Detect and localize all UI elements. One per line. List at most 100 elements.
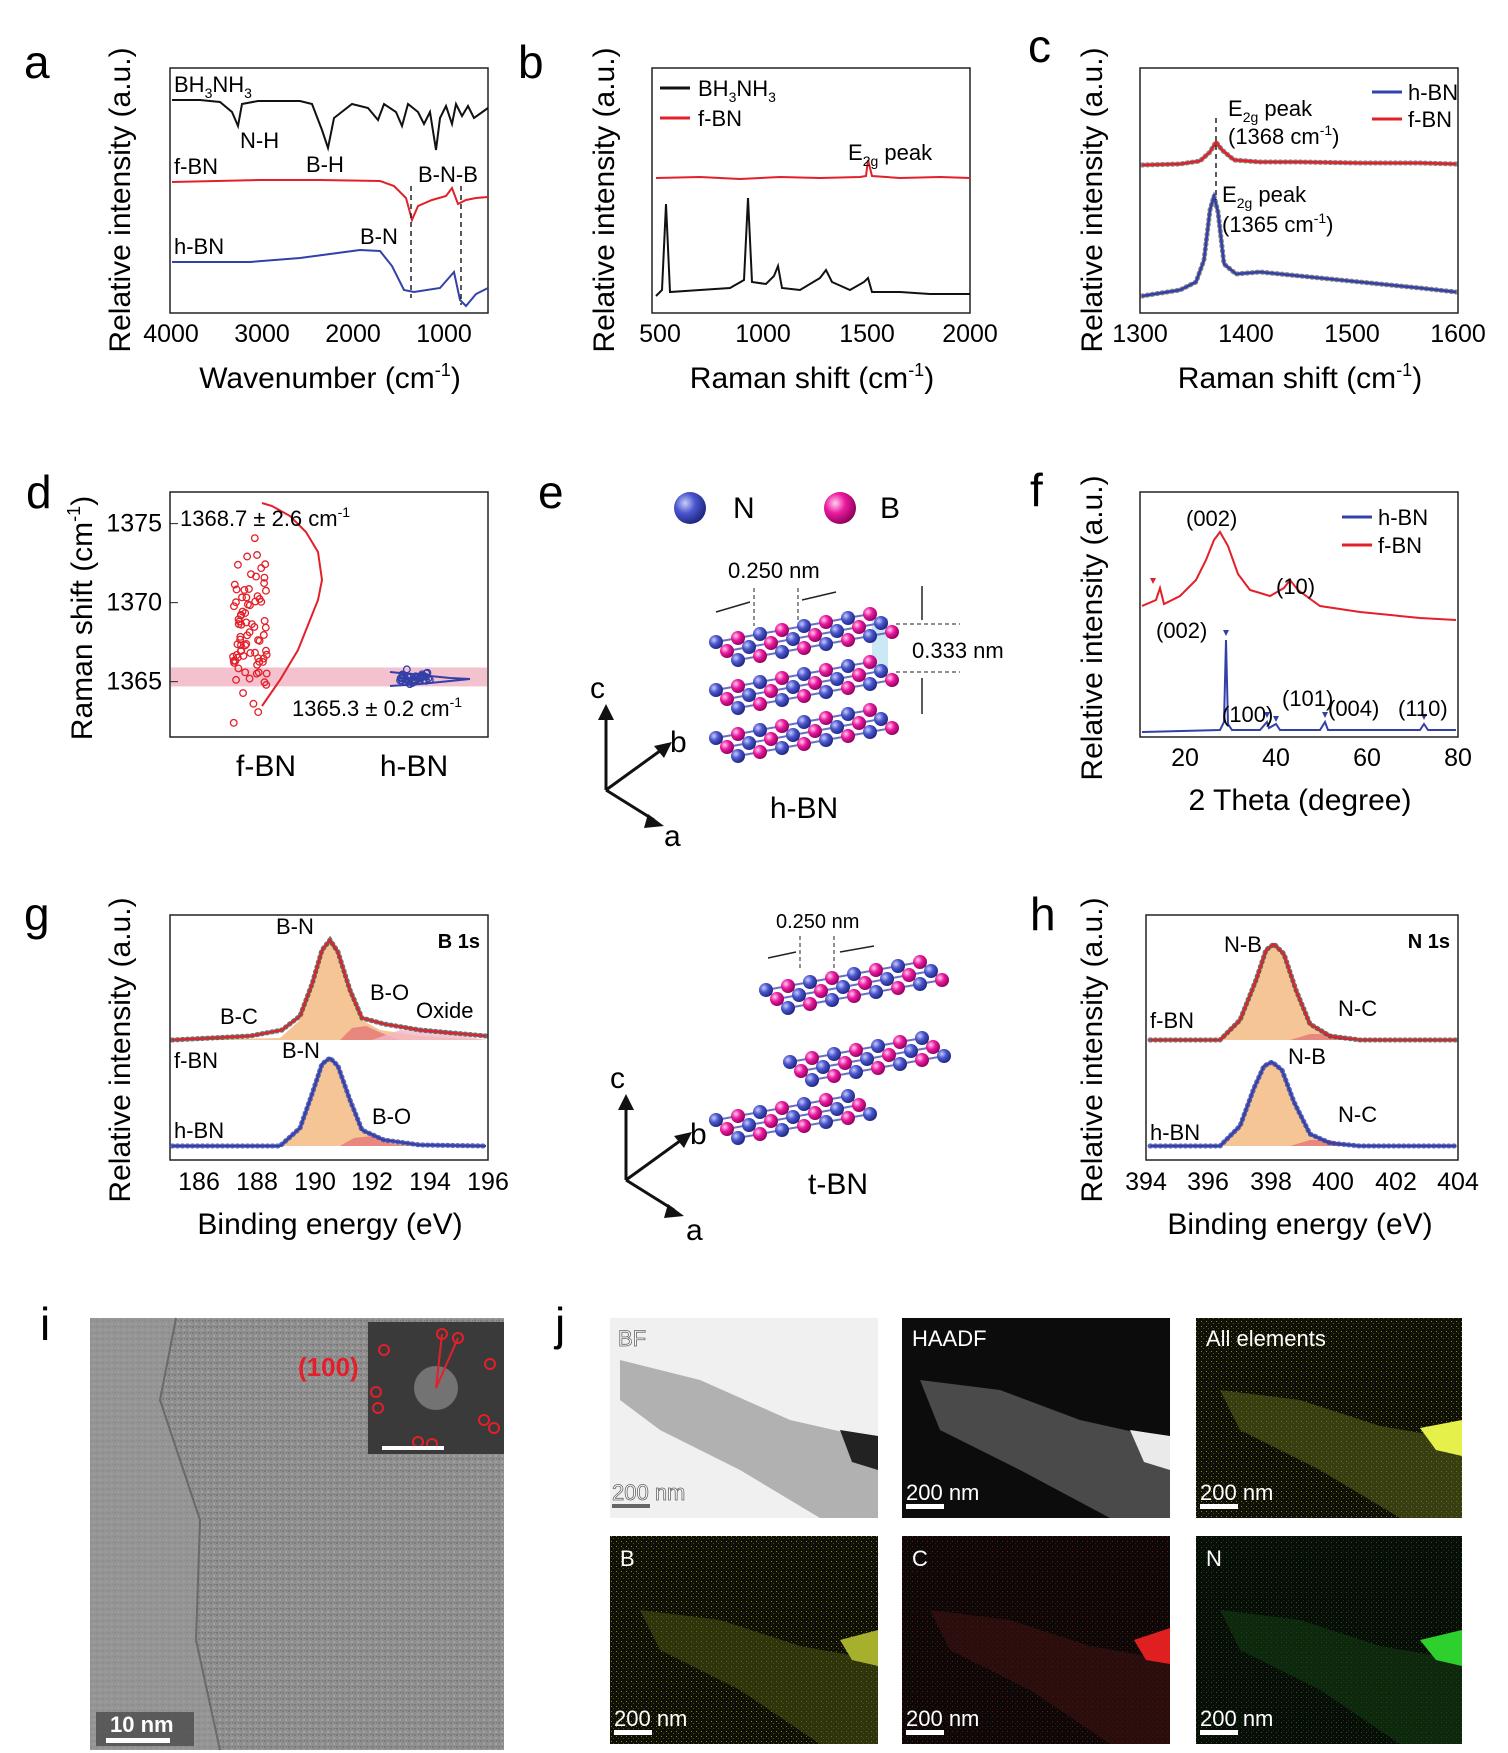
annotation-hbn-101: (101) [1282, 686, 1333, 711]
atom-n [915, 1031, 929, 1045]
hbn-lattice [709, 607, 899, 763]
peak-marker [1150, 578, 1156, 584]
x-tick-label: 1600 [1430, 320, 1486, 348]
annotation-bo-fbn: B-O [370, 980, 409, 1005]
scale-bar-c [906, 1730, 944, 1735]
atom-b [731, 679, 745, 693]
tbn-lattice [709, 955, 951, 1145]
panel-b: b Relative intensity (a.u.) 500 1000 150… [518, 36, 998, 395]
annotation-hbn-002: (002) [1156, 618, 1207, 643]
annotation-bh: B-H [306, 152, 344, 177]
axis-b-label: b [670, 726, 687, 759]
scale-bar-bf [612, 1504, 650, 1508]
atom-n [863, 629, 877, 643]
scatter-point [253, 660, 262, 669]
legend-label-hbn: h-BN [1408, 80, 1458, 105]
tile-label-c: C [912, 1546, 928, 1571]
y-axis-label-f: Relative intensity (a.u.) [1076, 475, 1109, 780]
atom-n [805, 1073, 819, 1087]
axis-a-arrow [605, 788, 655, 822]
scale-bar-all [1200, 1504, 1238, 1509]
x-ticks-c: 1300 1400 1500 1600 [1112, 320, 1486, 348]
panel-letter-g: g [24, 888, 50, 940]
fit-fill-bn-fbn [172, 940, 486, 1040]
x-tick-label: 1000 [416, 320, 472, 348]
atom-b [841, 633, 855, 647]
x-ticks-g: 186 188 190 192 194 196 [178, 1168, 509, 1196]
atom-n [847, 967, 861, 981]
atom-n [830, 720, 844, 734]
atom-n [731, 749, 745, 763]
x-tick-label: 188 [236, 1168, 278, 1196]
scatter-point [249, 699, 258, 708]
x-tick-label: 186 [178, 1168, 220, 1196]
distribution-curve-hbn [389, 671, 471, 687]
scatter-point [239, 651, 248, 660]
scatter-point [234, 560, 242, 569]
atom-n [731, 1131, 745, 1145]
scatter-point [241, 668, 250, 677]
atom-n [753, 723, 767, 737]
atom-n [841, 611, 855, 625]
atom-b [819, 615, 833, 629]
atom-b [841, 729, 855, 743]
atom-n [830, 1102, 844, 1116]
atom-b [753, 649, 767, 663]
atom-n [863, 1107, 877, 1121]
annotation-bc: B-C [220, 1004, 258, 1029]
flake-c-bright [1134, 1628, 1170, 1664]
flake-c [930, 1610, 1170, 1744]
series-line-hbn [172, 1056, 487, 1147]
atom-b [808, 724, 822, 738]
scale-label-b: 200 nm [614, 1706, 687, 1731]
tem-sheet-edge [158, 1317, 221, 1751]
scatter-point [241, 609, 250, 617]
atom-n [742, 736, 756, 750]
series-label-fbn: f-BN [174, 154, 218, 179]
panel-letter-a: a [24, 36, 50, 88]
atom-n [830, 624, 844, 638]
atom-n [753, 627, 767, 641]
x-axis-label-b: Raman shift (cm-1) [690, 360, 934, 395]
legend-atom-b [824, 492, 856, 524]
axis-a-head [664, 1204, 684, 1218]
scale-bar-haadf [906, 1504, 944, 1509]
scale-bar-label: 10 nm [110, 1712, 174, 1737]
series-label-hbn: h-BN [174, 234, 224, 259]
x-tick-label: 396 [1187, 1168, 1229, 1196]
atom-n [709, 635, 723, 649]
atom-b [841, 681, 855, 695]
atom-b [797, 641, 811, 655]
atom-b [891, 981, 905, 995]
atom-n [786, 632, 800, 646]
series-label-fbn: f-BN [174, 1048, 218, 1073]
scatter-point [237, 641, 245, 650]
y-tick-label: 1375 [106, 510, 162, 538]
scatter-point [262, 680, 271, 689]
plot-frame-f [1139, 491, 1459, 738]
flake-n [1220, 1610, 1462, 1744]
scatter-point [243, 552, 252, 561]
atom-b [814, 984, 828, 998]
atom-n [830, 672, 844, 686]
axis-a-arrow [625, 1178, 675, 1212]
atom-n [871, 1039, 885, 1053]
atom-n [819, 685, 833, 699]
atom-b [753, 697, 767, 711]
arrow-right [839, 945, 875, 953]
x-tick-label: 500 [639, 320, 681, 348]
series-label-bh3nh3: BH3NH3 [174, 72, 252, 101]
annotation-bn-hbn: B-N [282, 1038, 320, 1063]
scatter-point [240, 585, 249, 594]
atom-n [786, 680, 800, 694]
annotation-bn-fbn: B-N [276, 914, 314, 939]
annotation-nc-fbn: N-C [1338, 996, 1377, 1021]
atom-n [841, 1089, 855, 1103]
y-axis-label-c: Relative intensity (a.u.) [1076, 47, 1109, 352]
y-tick-label: 1365 [106, 668, 162, 696]
atom-b [902, 968, 916, 982]
series-label-fbn: f-BN [1150, 1008, 1194, 1033]
panel-h: h Relative intensity (a.u.) 394 396 398 … [1030, 888, 1479, 1241]
axis-b-head [654, 742, 672, 758]
